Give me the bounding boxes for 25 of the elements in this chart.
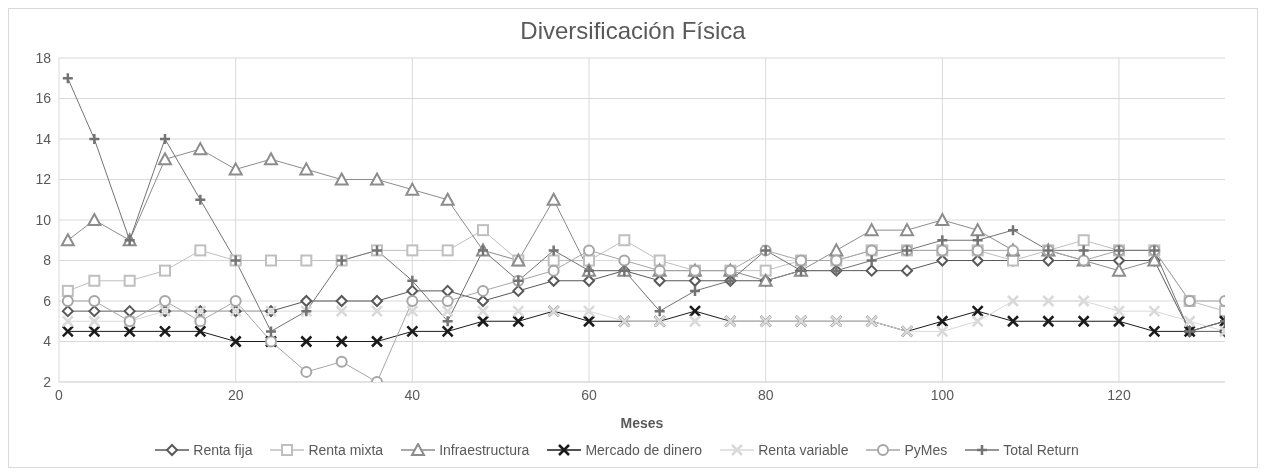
legend-label: Infraestructura xyxy=(438,442,530,458)
x-axis-title: Meses xyxy=(620,415,664,431)
legend-label: Total Return xyxy=(1002,442,1079,458)
y-tick-label: 4 xyxy=(43,333,52,350)
y-tick-label: 2 xyxy=(43,373,52,390)
legend-label: Renta mixta xyxy=(307,442,384,458)
x-tick-label: 0 xyxy=(55,386,64,403)
y-tick-label: 8 xyxy=(43,252,52,269)
chart-title: Diversificación Física xyxy=(520,17,746,44)
y-tick-label: 18 xyxy=(35,49,52,66)
legend-label: Renta variable xyxy=(757,442,849,458)
x-tick-label: 40 xyxy=(404,386,421,403)
legend-label: PyMes xyxy=(903,442,948,458)
legend-label: Renta fija xyxy=(192,442,253,458)
x-tick-label: 60 xyxy=(581,386,597,403)
legend-label: Mercado de dinero xyxy=(584,442,703,458)
x-tick-label: 100 xyxy=(930,386,955,403)
y-tick-label: 6 xyxy=(43,292,52,309)
y-tick-label: 12 xyxy=(35,171,52,188)
y-tick-label: 10 xyxy=(35,211,52,228)
x-tick-label: 120 xyxy=(1107,386,1131,403)
x-tick-label: 20 xyxy=(227,386,244,403)
x-tick-label: 80 xyxy=(757,386,774,403)
y-tick-label: 14 xyxy=(35,130,52,147)
y-tick-label: 16 xyxy=(35,90,52,107)
